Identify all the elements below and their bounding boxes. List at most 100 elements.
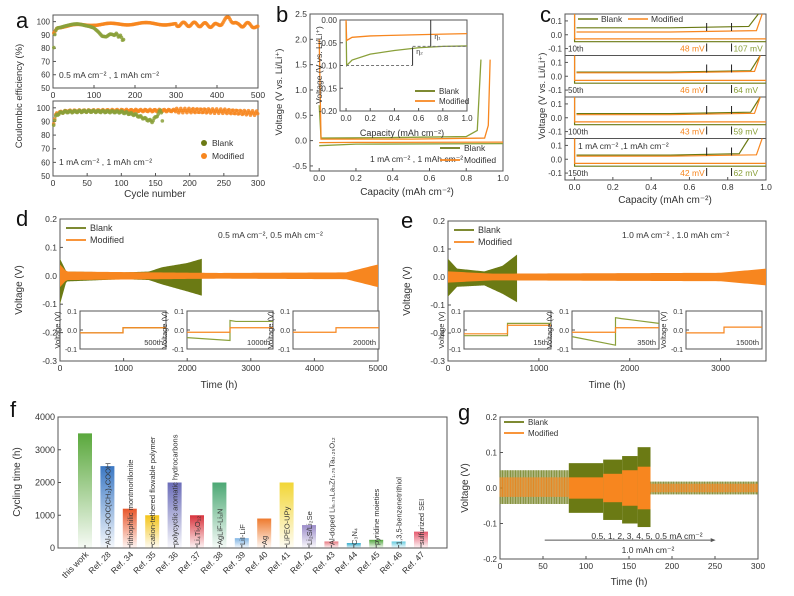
x-tick-label: 1000 bbox=[529, 363, 548, 373]
inset-y-axis-label: Voltage (V) bbox=[53, 311, 62, 349]
y-tick-label: 0.2 bbox=[433, 216, 445, 226]
data-point-blank bbox=[51, 123, 56, 127]
data-point-blank bbox=[160, 119, 165, 123]
x-tick-label: 2000 bbox=[178, 363, 197, 373]
x-tick-label: 0.0 bbox=[313, 173, 325, 183]
bar-label: pyridine moieties bbox=[372, 488, 381, 545]
y-tick-label: 0.00 bbox=[321, 16, 337, 25]
x-tick-label: 0.8 bbox=[437, 114, 449, 123]
x-tick-label: 250 bbox=[217, 178, 231, 188]
y-tick-label: 80 bbox=[41, 44, 50, 53]
bar-label: Li₄Ti₅O₁₂ bbox=[193, 516, 202, 545]
series-line-modified bbox=[573, 14, 766, 40]
y-tick-label: -0.1 bbox=[548, 169, 562, 178]
series-band-blank bbox=[60, 258, 202, 305]
y-tick-label: 0.0 bbox=[174, 328, 184, 335]
legend-label-blank: Blank bbox=[478, 225, 501, 235]
series-line-modified bbox=[293, 327, 379, 333]
y-axis-label: Voltage (V) bbox=[402, 266, 413, 315]
series-line-blank bbox=[573, 97, 766, 126]
y-tick-label: -0.2 bbox=[430, 328, 445, 338]
x-tick-label: 1.0 bbox=[461, 114, 473, 123]
bar bbox=[391, 541, 406, 548]
legend-label-blank: Blank bbox=[464, 143, 486, 153]
bar-label: Al₂O₃-OOC(CH₂)₄COOH bbox=[103, 463, 112, 545]
series-line-modified bbox=[573, 55, 766, 82]
y-tick-label: -0.1 bbox=[671, 347, 683, 354]
legend-label-blank: Blank bbox=[212, 138, 234, 148]
bar-label: polycyclic aromatic hydrocarbons bbox=[171, 434, 180, 545]
bar bbox=[122, 508, 137, 548]
bar-label: Al-doped Li₆.₇₅La₃Zr₁.₇₅Ta₀.₂₅O₁₂ bbox=[327, 437, 336, 545]
bar bbox=[369, 539, 384, 548]
data-point-modified bbox=[229, 111, 233, 116]
series-line-modified bbox=[576, 13, 763, 33]
x-tick-label: 150 bbox=[148, 178, 162, 188]
inset-cycle-label: 15th bbox=[533, 338, 548, 347]
series-line-blank bbox=[576, 55, 761, 73]
series-band-modified bbox=[448, 268, 766, 286]
x-tick-label: 0.2 bbox=[350, 173, 362, 183]
legend-label-blank: Blank bbox=[439, 87, 460, 96]
data-point-modified bbox=[191, 106, 195, 111]
x-tick-label: 0 bbox=[58, 363, 63, 373]
panel-b-inset: 0.0 0.2 0.4 0.6 0.8 1.0 -0.20 -0.15 -0.10 -0.05 0.… bbox=[314, 16, 473, 138]
y-tick-label: 50 bbox=[41, 84, 50, 93]
capacity-annotation: 1.0 mAh cm⁻² bbox=[622, 545, 675, 555]
x-tick-label: 200 bbox=[665, 561, 679, 571]
cycle-label: 150th bbox=[568, 169, 588, 178]
eta2-label: η₂ bbox=[416, 49, 423, 56]
bar bbox=[167, 482, 182, 548]
x-tick-label: 1.0 bbox=[497, 173, 509, 183]
panel-d-inset-2000th: -0.1 0.0 0.1 2000th Voltage (V) bbox=[266, 309, 380, 354]
x-tick-label: 0.6 bbox=[684, 182, 696, 192]
x-tick-label: Ref. 34 bbox=[109, 549, 136, 576]
y-tick-label: 80 bbox=[41, 131, 50, 140]
condition-annotation: 0.5 mA cm⁻², 0.5 mAh cm⁻² bbox=[218, 230, 323, 240]
series-band-modified bbox=[622, 470, 638, 506]
series-line-modified bbox=[572, 327, 659, 333]
rate-annotation: 0.5, 1, 2, 3, 4, 5, 0.5 mA cm⁻² bbox=[591, 531, 702, 541]
condition-annotation: 0.5 mA cm⁻² , 1 mAh cm⁻² bbox=[59, 70, 159, 80]
y-tick-label: 0.1 bbox=[280, 309, 290, 316]
y-tick-label: 60 bbox=[41, 158, 50, 167]
x-tick-label: 0.8 bbox=[460, 173, 472, 183]
y-tick-label: 1000 bbox=[35, 510, 55, 520]
series-line-blank bbox=[576, 138, 750, 156]
series-band-modified bbox=[568, 477, 604, 499]
x-tick-label: 0.2 bbox=[365, 114, 377, 123]
x-axis-label: Capacity (mAh cm⁻²) bbox=[618, 195, 712, 206]
x-tick-label: 0.6 bbox=[424, 173, 436, 183]
series-line-modified bbox=[576, 55, 761, 74]
y-tick-label: 0.0 bbox=[45, 271, 57, 281]
bar-label: AgLiF-Li₃N bbox=[215, 509, 224, 545]
y-tick-label: 0.0 bbox=[551, 114, 563, 123]
data-point-modified bbox=[231, 108, 235, 112]
blank-overpotential: 62 mV bbox=[733, 168, 758, 178]
panel-c-subplot-150th: -0.1 0.0 0.1 150th 42 mV 62 mV bbox=[548, 138, 767, 181]
y-tick-label: -0.15 bbox=[319, 84, 338, 93]
x-tick-label: 0 bbox=[446, 363, 451, 373]
y-tick-label: 0.1 bbox=[486, 449, 498, 458]
y-tick-label: 0.0 bbox=[67, 328, 77, 335]
panel-label: e bbox=[401, 208, 413, 233]
series-line-modified bbox=[573, 138, 766, 164]
panel-label: b bbox=[276, 2, 288, 27]
modified-overpotential: 42 mV bbox=[680, 168, 705, 178]
x-tick-label: 0.8 bbox=[722, 182, 734, 192]
data-point-modified bbox=[227, 107, 231, 112]
bar bbox=[234, 538, 249, 548]
bar-label: C₃N₄ bbox=[350, 528, 359, 545]
series-band-modified bbox=[650, 483, 758, 493]
inset-cycle-label: 1500th bbox=[736, 338, 759, 347]
series-line-modified bbox=[573, 97, 766, 123]
x-tick-label: 1000 bbox=[114, 363, 133, 373]
condition-annotation: 1 mA cm⁻² ,1 mAh cm⁻² bbox=[578, 141, 669, 151]
y-tick-label: -0.05 bbox=[319, 39, 338, 48]
x-tick-label: 50 bbox=[82, 178, 92, 188]
panel-label: g bbox=[458, 400, 470, 425]
data-point-blank bbox=[52, 118, 57, 123]
bar-label: lithiophilic montmorillonite bbox=[126, 460, 135, 545]
y-tick-label: -0.20 bbox=[319, 107, 338, 116]
